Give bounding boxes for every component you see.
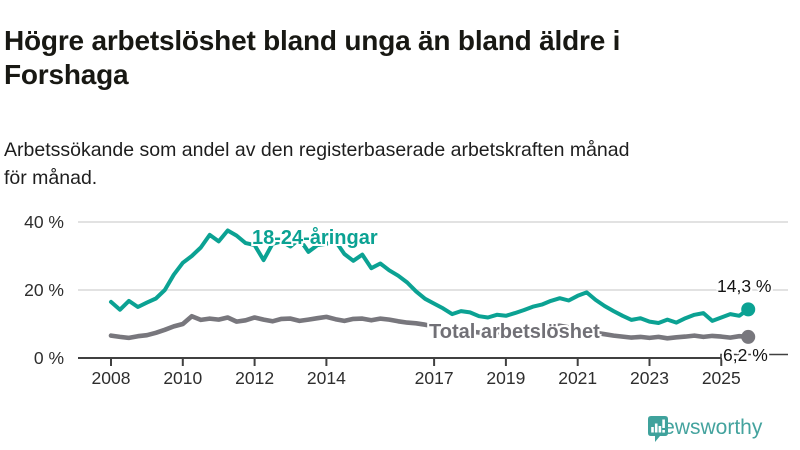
y-tick-label: 20 % bbox=[24, 280, 64, 300]
series-line-youth bbox=[109, 228, 751, 325]
series-label-youth: 18-24-åringar bbox=[252, 227, 378, 249]
x-tick-label: 2014 bbox=[307, 368, 346, 388]
series-label-total: Total arbetslöshet bbox=[429, 321, 600, 343]
page-title-line2: Forshaga bbox=[4, 58, 129, 90]
end-label-leader-line bbox=[720, 353, 788, 358]
x-tick-label: 2019 bbox=[486, 368, 525, 388]
page-title: Högre arbetslöshet bland unga än bland ä… bbox=[4, 24, 774, 92]
end-value-label-total: 6,2 % bbox=[723, 345, 768, 365]
page-subtitle: Arbetssökande som andel av den registerb… bbox=[4, 136, 784, 192]
y-tick-label: 40 % bbox=[24, 212, 64, 232]
newsworthy-logo-icon bbox=[648, 416, 668, 442]
series-line-total bbox=[108, 313, 751, 341]
page-subtitle-line1: Arbetssökande som andel av den registerb… bbox=[4, 138, 630, 161]
brand-footer: Newsworthy bbox=[648, 416, 763, 442]
y-tick-label: 0 % bbox=[34, 348, 64, 368]
x-tick-label: 2025 bbox=[702, 368, 741, 388]
x-tick-label: 2023 bbox=[630, 368, 669, 388]
end-value-label-youth: 14,3 % bbox=[717, 276, 772, 296]
page-title-line1: Högre arbetslöshet bland unga än bland ä… bbox=[4, 24, 621, 56]
x-tick-label: 2021 bbox=[558, 368, 597, 388]
series-end-dot-total bbox=[741, 329, 756, 344]
x-tick-label: 2017 bbox=[415, 368, 454, 388]
brand-name: Newsworthy bbox=[648, 416, 763, 439]
page-subtitle-line2: för månad. bbox=[4, 166, 98, 189]
x-tick-label: 2008 bbox=[92, 368, 131, 388]
x-tick-label: 2012 bbox=[235, 368, 274, 388]
x-tick-label: 2010 bbox=[163, 368, 202, 388]
series-end-dot-youth bbox=[741, 302, 756, 317]
